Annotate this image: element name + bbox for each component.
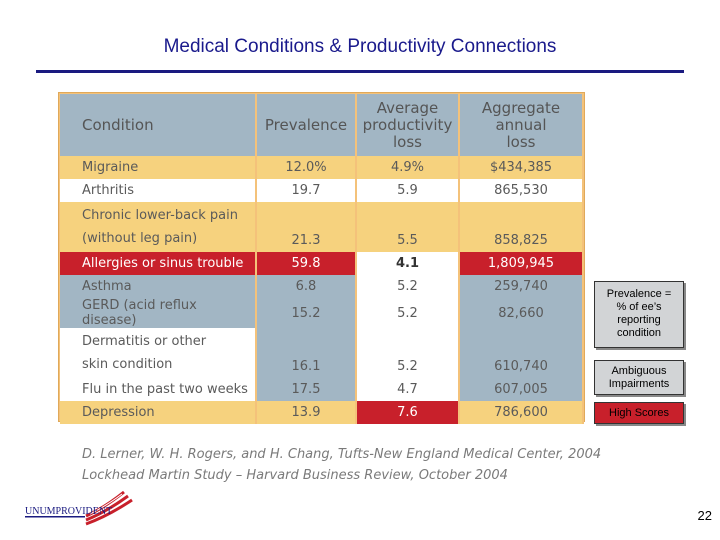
- prevalence-note-line-2: % of ee’s: [616, 301, 662, 313]
- header-agg-line-1: Aggregate: [481, 98, 561, 117]
- cell-prevalence: 19.7: [256, 179, 357, 202]
- table-row: Chronic lower-back pain (without leg pai…: [60, 202, 584, 252]
- prevalence-note: Prevalence = % of ee’s reporting conditi…: [594, 281, 684, 348]
- header-condition: Condition: [60, 94, 257, 156]
- header-avg-line-3: loss: [393, 132, 422, 151]
- logo-text: UNUMPROVIDENT: [25, 506, 112, 517]
- ambiguous-note-line-2: Impairments: [608, 378, 670, 390]
- cell-avg-loss: 7.6: [356, 401, 460, 424]
- cell-avg-loss: 5.2: [356, 298, 460, 328]
- cell-prevalence: 59.8: [256, 252, 357, 275]
- cell-prevalence: 13.9: [256, 401, 357, 424]
- conditions-table: Condition Prevalence Average productivit…: [60, 94, 584, 424]
- cell-prevalence: 16.1: [256, 328, 357, 378]
- cell-aggregate-loss: 610,740: [459, 328, 584, 378]
- cell-condition: Flu in the past two weeks: [60, 378, 257, 401]
- cell-condition: GERD (acid reflux disease): [60, 298, 257, 328]
- prevalence-note-line-1: Prevalence =: [606, 288, 672, 300]
- cell-condition-line-1: Chronic lower-back pain: [82, 208, 238, 223]
- cell-prevalence: 17.5: [256, 378, 357, 401]
- table-row: Migraine 12.0% 4.9% $434,385: [60, 156, 584, 179]
- table-row: GERD (acid reflux disease) 15.2 5.2 82,6…: [60, 298, 584, 328]
- cell-condition: Depression: [60, 401, 257, 424]
- page-number: 22: [697, 508, 712, 523]
- cell-avg-loss: 5.2: [356, 328, 460, 378]
- cell-prevalence: 6.8: [256, 275, 357, 298]
- table-row: Flu in the past two weeks 17.5 4.7 607,0…: [60, 378, 584, 401]
- cell-avg-loss: 5.2: [356, 275, 460, 298]
- table-row: Allergies or sinus trouble 59.8 4.1 1,80…: [60, 252, 584, 275]
- cell-aggregate-loss: 82,660: [459, 298, 584, 328]
- header-prevalence: Prevalence: [256, 94, 357, 156]
- cell-condition: Arthritis: [60, 179, 257, 202]
- cell-avg-loss: 4.7: [356, 378, 460, 401]
- cell-avg-loss: 5.5: [356, 202, 460, 252]
- citation-line-2: Lockhead Martin Study – Harvard Business…: [82, 468, 508, 483]
- cell-prevalence: 15.2: [256, 298, 357, 328]
- cell-avg-loss: 5.9: [356, 179, 460, 202]
- ambiguous-note-line-1: Ambiguous: [611, 365, 667, 377]
- header-aggregate-annual-loss: Aggregate annual loss: [459, 94, 584, 156]
- cell-aggregate-loss: 858,825: [459, 202, 584, 252]
- header-avg-line-2: productivity: [362, 115, 453, 134]
- high-scores-note: High Scores: [594, 402, 684, 424]
- header-avg-productivity-loss: Average productivity loss: [356, 94, 460, 156]
- prevalence-note-line-3: reporting: [617, 314, 661, 326]
- table-row: Asthma 6.8 5.2 259,740: [60, 275, 584, 298]
- title-divider: [36, 70, 684, 73]
- cell-aggregate-loss: 786,600: [459, 401, 584, 424]
- table-row: Arthritis 19.7 5.9 865,530: [60, 179, 584, 202]
- cell-prevalence: 21.3: [256, 202, 357, 252]
- cell-condition-line-1: Dermatitis or other: [82, 334, 207, 349]
- cell-aggregate-loss: 607,005: [459, 378, 584, 401]
- prevalence-note-line-4: condition: [616, 327, 662, 339]
- header-avg-line-1: Average: [376, 98, 439, 117]
- cell-condition-line-2: skin condition: [82, 357, 173, 372]
- cell-condition: Dermatitis or other skin condition: [60, 328, 257, 378]
- cell-aggregate-loss: 1,809,945: [459, 252, 584, 275]
- header-agg-line-3: loss: [506, 132, 536, 151]
- unumprovident-logo: UNUMPROVIDENT: [25, 490, 133, 526]
- table-header-row: Condition Prevalence Average productivit…: [60, 94, 584, 156]
- cell-aggregate-loss: 865,530: [459, 179, 584, 202]
- cell-aggregate-loss: $434,385: [459, 156, 584, 179]
- table-row: Dermatitis or other skin condition 16.1 …: [60, 328, 584, 378]
- cell-condition: Chronic lower-back pain (without leg pai…: [60, 202, 257, 252]
- cell-avg-loss: 4.9%: [356, 156, 460, 179]
- cell-prevalence: 12.0%: [256, 156, 357, 179]
- cell-condition-line-2: (without leg pain): [82, 231, 198, 246]
- cell-avg-loss: 4.1: [356, 252, 460, 275]
- header-agg-line-2: annual: [495, 115, 547, 134]
- cell-condition: Migraine: [60, 156, 257, 179]
- slide-title: Medical Conditions & Productivity Connec…: [163, 36, 557, 57]
- cell-condition: Allergies or sinus trouble: [60, 252, 257, 275]
- table-row: Depression 13.9 7.6 786,600: [60, 401, 584, 424]
- cell-aggregate-loss: 259,740: [459, 275, 584, 298]
- ambiguous-impairments-note: Ambiguous Impairments: [594, 360, 684, 395]
- source-citation: D. Lerner, W. H. Rogers, and H. Chang, T…: [82, 444, 601, 486]
- citation-line-1: D. Lerner, W. H. Rogers, and H. Chang, T…: [82, 447, 602, 462]
- cell-condition: Asthma: [60, 275, 257, 298]
